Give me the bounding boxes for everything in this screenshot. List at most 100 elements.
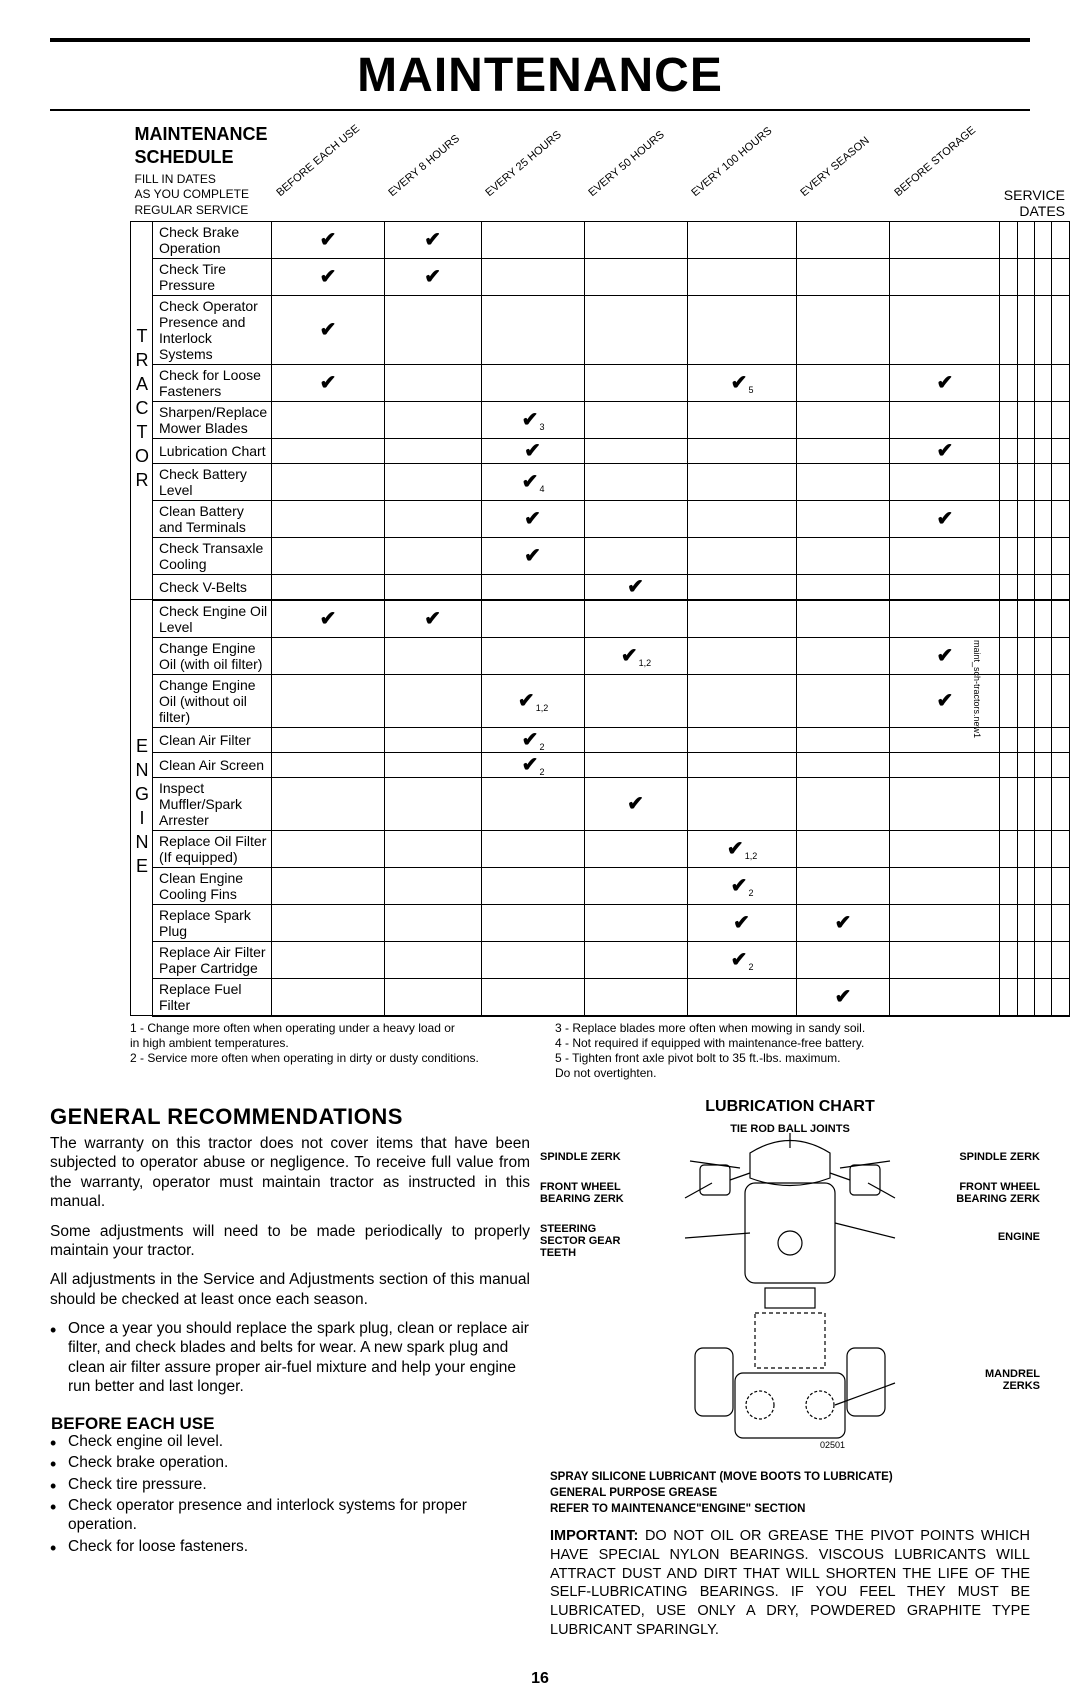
service-date-cell[interactable] [1052, 752, 1069, 777]
col-hdr-4: EVERY 100 HOURS [689, 125, 774, 199]
service-date-cell[interactable] [1000, 777, 1017, 830]
service-date-cell[interactable] [1034, 777, 1051, 830]
service-date-cell[interactable] [1000, 904, 1017, 941]
task-cell: Check Battery Level [153, 463, 272, 500]
service-date-cell[interactable] [1017, 221, 1034, 258]
service-date-cell[interactable] [1052, 637, 1069, 674]
service-date-cell[interactable] [1052, 401, 1069, 438]
service-date-cell[interactable] [1000, 258, 1017, 295]
check-cell: ✔2 [481, 727, 584, 752]
service-date-cell[interactable] [1017, 904, 1034, 941]
service-date-cell[interactable] [1034, 904, 1051, 941]
service-date-cell[interactable] [1052, 438, 1069, 463]
service-date-cell[interactable] [1017, 830, 1034, 867]
service-date-cell[interactable] [1034, 364, 1051, 401]
service-date-cell[interactable] [1052, 221, 1069, 258]
service-date-cell[interactable] [1017, 941, 1034, 978]
service-date-cell[interactable] [1052, 904, 1069, 941]
service-date-cell[interactable] [1034, 221, 1051, 258]
service-date-cell[interactable] [1000, 364, 1017, 401]
group-label: TRACTOR [131, 221, 153, 600]
task-cell: Check V-Belts [153, 574, 272, 600]
service-date-cell[interactable] [1000, 463, 1017, 500]
service-date-cell[interactable] [1017, 727, 1034, 752]
service-date-cell[interactable] [1052, 258, 1069, 295]
service-date-cell[interactable] [1052, 727, 1069, 752]
service-date-cell[interactable] [1017, 574, 1034, 600]
service-date-cell[interactable] [1017, 600, 1034, 638]
service-date-cell[interactable] [1000, 830, 1017, 867]
service-date-cell[interactable] [1000, 978, 1017, 1016]
service-date-cell[interactable] [1000, 600, 1017, 638]
service-date-cell[interactable] [1017, 463, 1034, 500]
check-cell [584, 537, 687, 574]
service-date-cell[interactable] [1052, 537, 1069, 574]
check-cell [687, 537, 796, 574]
service-date-cell[interactable] [1052, 867, 1069, 904]
service-date-cell[interactable] [1034, 600, 1051, 638]
service-date-cell[interactable] [1034, 500, 1051, 537]
service-date-cell[interactable] [1034, 830, 1051, 867]
service-date-cell[interactable] [1034, 752, 1051, 777]
left-column: GENERAL RECOMMENDATIONS The warranty on … [50, 1097, 530, 1650]
service-date-cell[interactable] [1052, 674, 1069, 727]
task-cell: Check Transaxle Cooling [153, 537, 272, 574]
service-date-cell[interactable] [1017, 364, 1034, 401]
service-date-cell[interactable] [1052, 830, 1069, 867]
service-date-cell[interactable] [1034, 674, 1051, 727]
service-date-cell[interactable] [1017, 978, 1034, 1016]
service-date-cell[interactable] [1052, 463, 1069, 500]
check-cell [272, 904, 385, 941]
service-date-cell[interactable] [1052, 364, 1069, 401]
service-date-cell[interactable] [1034, 401, 1051, 438]
service-date-cell[interactable] [1052, 978, 1069, 1016]
service-date-cell[interactable] [1034, 295, 1051, 364]
service-date-cell[interactable] [1052, 777, 1069, 830]
service-date-cell[interactable] [1000, 674, 1017, 727]
service-date-cell[interactable] [1052, 941, 1069, 978]
service-date-cell[interactable] [1052, 600, 1069, 638]
check-cell [584, 221, 687, 258]
service-date-cell[interactable] [1017, 401, 1034, 438]
service-date-cell[interactable] [1000, 574, 1017, 600]
service-date-cell[interactable] [1000, 867, 1017, 904]
service-date-cell[interactable] [1017, 537, 1034, 574]
service-date-cell[interactable] [1034, 978, 1051, 1016]
service-date-cell[interactable] [1034, 258, 1051, 295]
check-cell [481, 777, 584, 830]
service-date-cell[interactable] [1000, 221, 1017, 258]
service-date-cell[interactable] [1017, 295, 1034, 364]
service-date-cell[interactable] [1000, 727, 1017, 752]
service-date-cell[interactable] [1000, 941, 1017, 978]
service-date-cell[interactable] [1000, 752, 1017, 777]
service-date-cell[interactable] [1034, 537, 1051, 574]
service-date-cell[interactable] [1017, 674, 1034, 727]
service-date-cell[interactable] [1000, 637, 1017, 674]
service-date-cell[interactable] [1017, 777, 1034, 830]
service-date-cell[interactable] [1000, 295, 1017, 364]
service-date-cell[interactable] [1000, 438, 1017, 463]
service-date-cell[interactable] [1017, 752, 1034, 777]
service-date-cell[interactable] [1017, 438, 1034, 463]
service-date-cell[interactable] [1034, 463, 1051, 500]
service-date-cell[interactable] [1017, 867, 1034, 904]
service-date-cell[interactable] [1017, 500, 1034, 537]
service-date-cell[interactable] [1000, 537, 1017, 574]
service-date-cell[interactable] [1034, 727, 1051, 752]
service-date-cell[interactable] [1017, 258, 1034, 295]
service-date-cell[interactable] [1034, 867, 1051, 904]
service-date-cell[interactable] [1034, 438, 1051, 463]
service-date-cell[interactable] [1000, 401, 1017, 438]
check-cell: ✔4 [481, 463, 584, 500]
service-date-cell[interactable] [1034, 941, 1051, 978]
service-date-cell[interactable] [1017, 637, 1034, 674]
check-cell [890, 752, 1000, 777]
service-date-cell[interactable] [1052, 295, 1069, 364]
service-date-cell[interactable] [1034, 574, 1051, 600]
service-date-cell[interactable] [1052, 500, 1069, 537]
service-date-cell[interactable] [1000, 500, 1017, 537]
check-cell [584, 463, 687, 500]
service-date-cell[interactable] [1034, 637, 1051, 674]
lbl-fw-r: FRONT WHEEL BEARING ZERK [956, 1181, 1040, 1205]
service-date-cell[interactable] [1052, 574, 1069, 600]
